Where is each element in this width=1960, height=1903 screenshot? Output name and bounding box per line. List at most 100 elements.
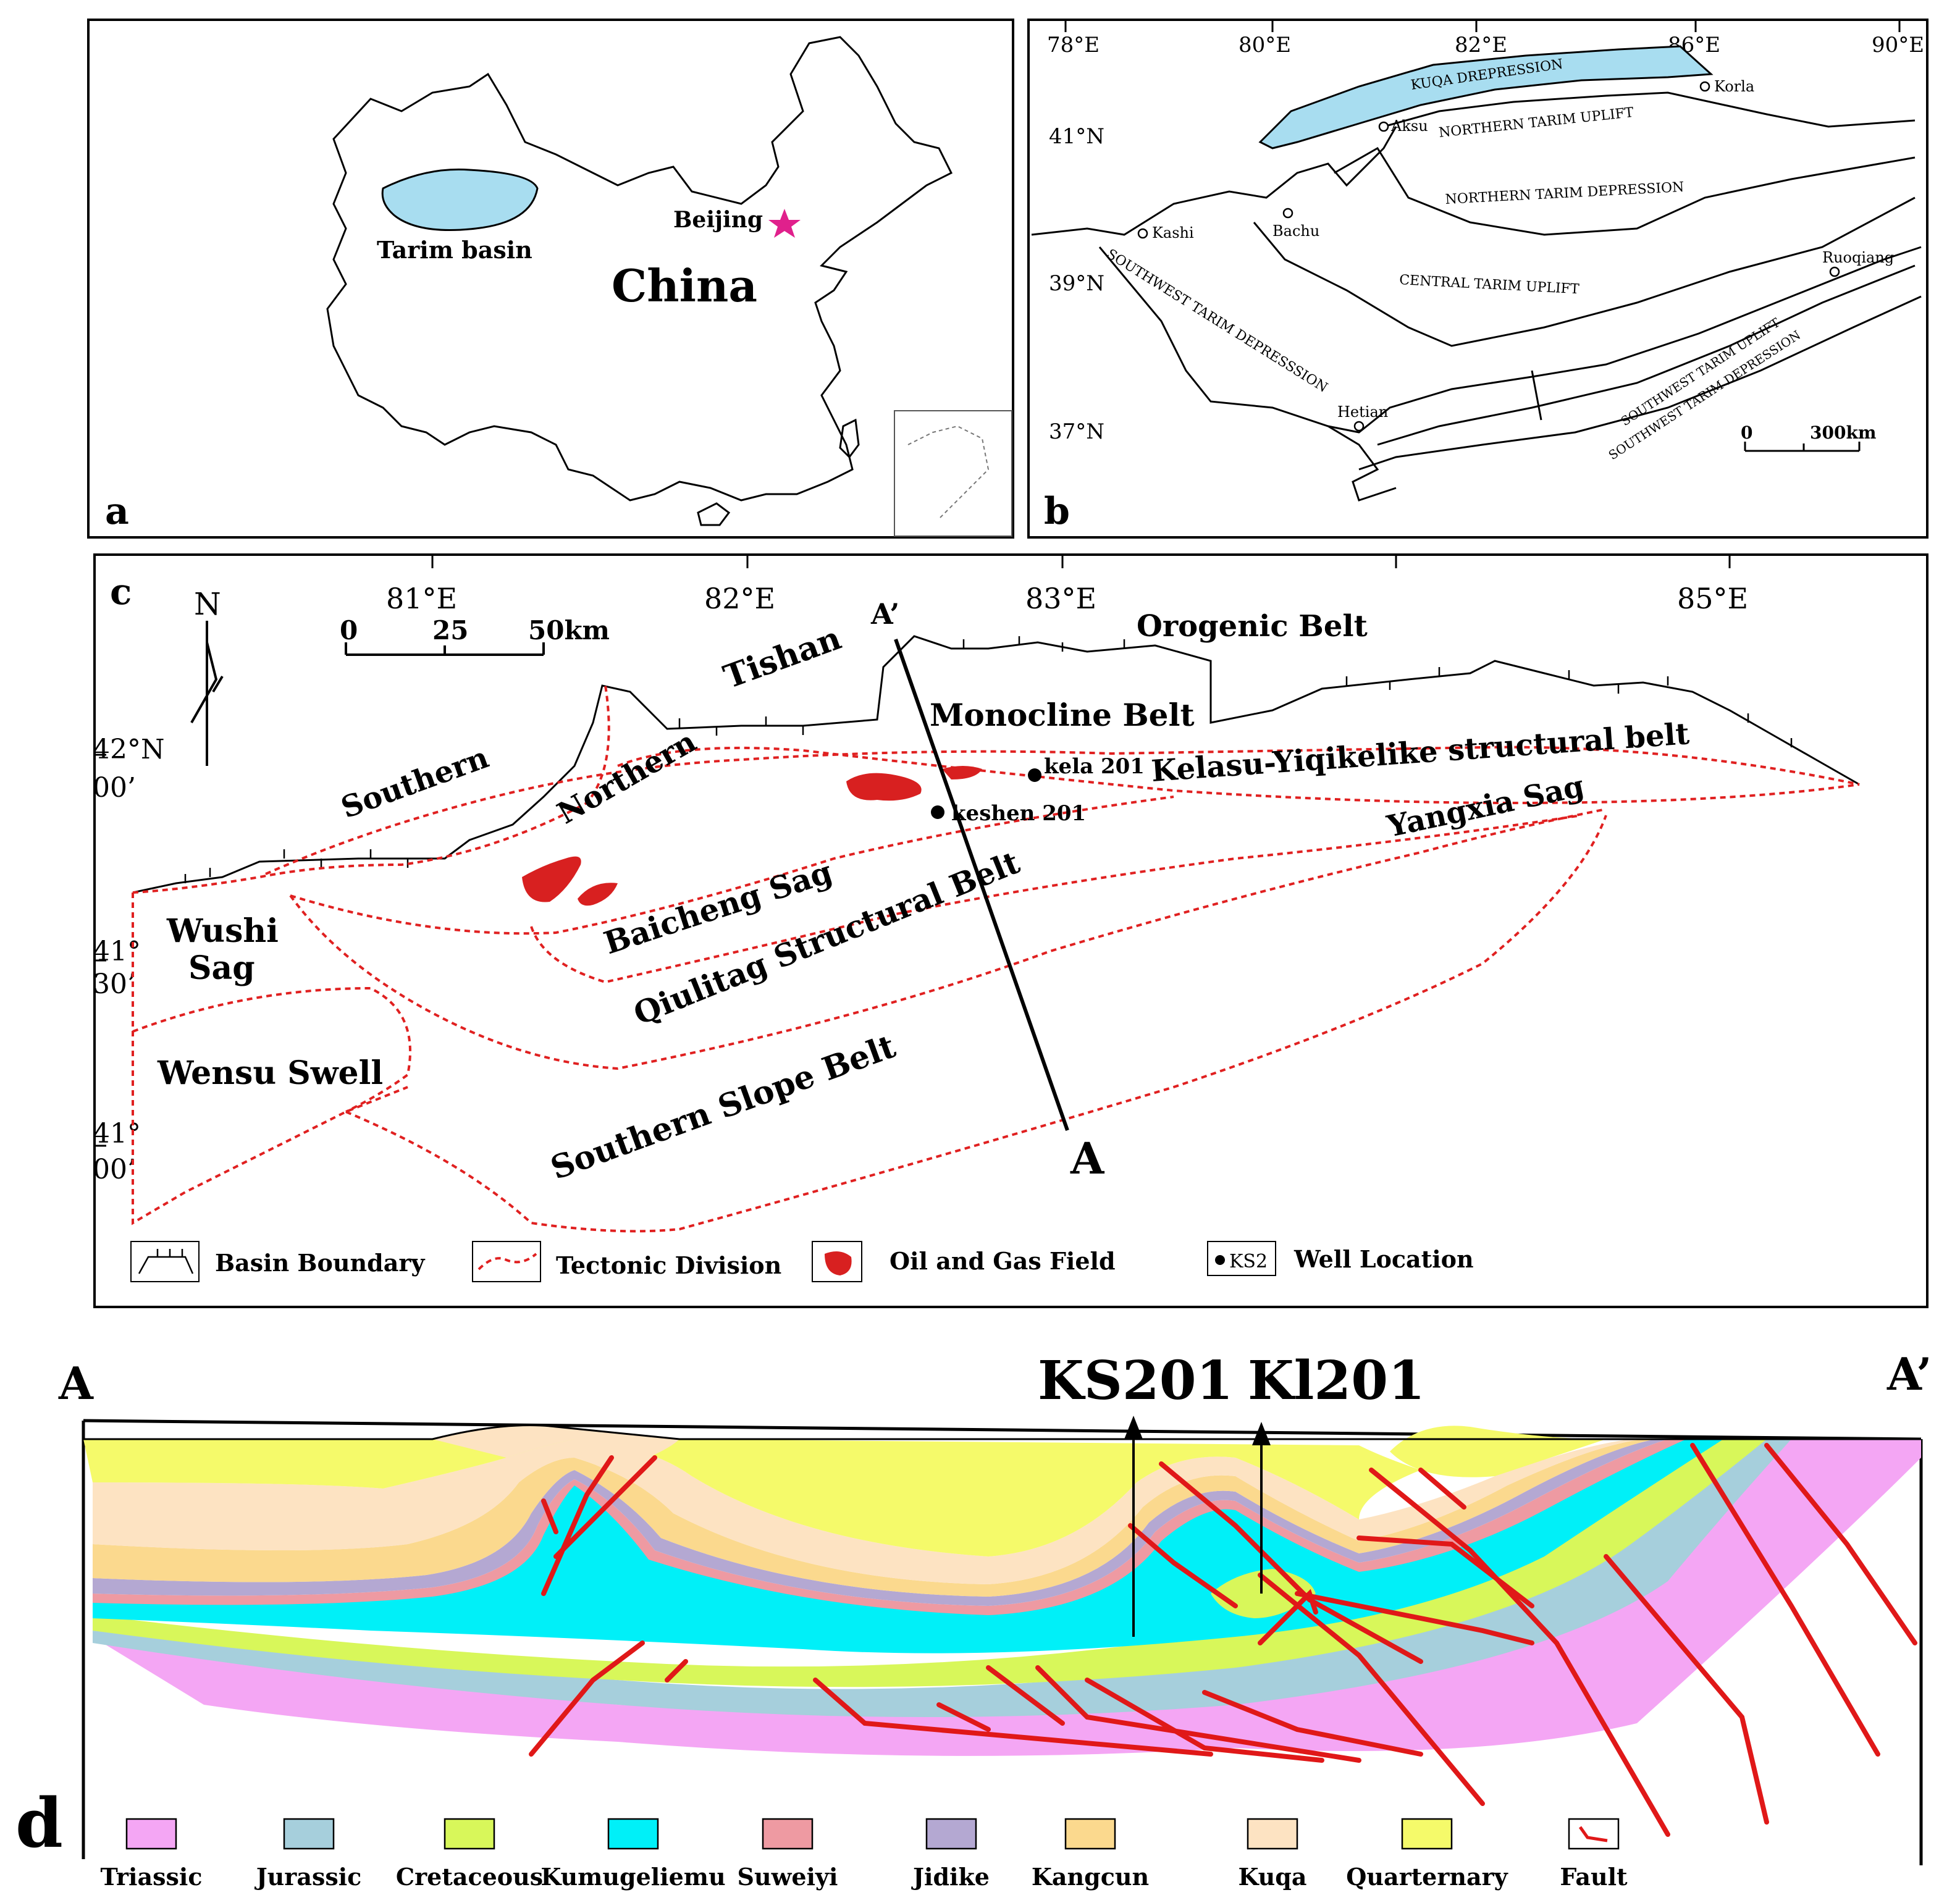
ks201-arrow-head <box>1124 1416 1143 1439</box>
legend-swatch-suweiyi <box>762 1818 814 1850</box>
legend-well-label: Well Location <box>1293 1245 1474 1273</box>
surface-line <box>83 1424 1921 1440</box>
korla-label: Korla <box>1714 78 1754 95</box>
lon-label-80e: 80°E <box>1239 33 1291 57</box>
kuqa-depression-shape <box>1258 45 1714 149</box>
fault-22 <box>1764 1443 1917 1645</box>
tectonic-division-6 <box>530 814 1582 984</box>
wensu-swell-label: Wensu Swell <box>157 1054 383 1092</box>
section-end-a: A <box>1070 1133 1105 1184</box>
panel-c-frame <box>93 553 1928 1308</box>
layer-triassic <box>93 1439 1921 1756</box>
panel-b-tarim-map: 78°E 80°E 82°E 86°E 90°E 41°N 39°N 37°N … <box>1027 19 1928 539</box>
legend-label-cretaceous: Cretaceous <box>396 1863 543 1891</box>
fault-21 <box>1690 1443 1880 1757</box>
bachu-marker <box>1282 208 1293 219</box>
tectonic-division-2 <box>132 685 610 894</box>
fault-8 <box>986 1665 1065 1726</box>
scale-bar-b <box>1744 442 1861 452</box>
tectonic-division-4 <box>617 746 1860 805</box>
layer-jidike <box>93 1439 1668 1606</box>
fault-10 <box>1085 1678 1324 1763</box>
legend-swatch-kuqa <box>1247 1818 1298 1850</box>
panel-c-letter: c <box>110 571 132 613</box>
beijing-label: Beijing <box>673 207 763 233</box>
fault-12 <box>1159 1461 1423 1664</box>
beijing-star-icon <box>768 209 801 238</box>
fault-20 <box>1604 1554 1769 1825</box>
fault-5 <box>665 1659 688 1682</box>
lon-label-78e: 78°E <box>1047 33 1100 57</box>
legend-well-symbol: KS2 <box>1229 1251 1268 1272</box>
fault-11 <box>1128 1523 1238 1608</box>
lon-ticks-c <box>431 556 1731 568</box>
kashi-marker <box>1137 228 1148 239</box>
panel-a-frame <box>87 19 1014 539</box>
lat-c-42-min: 00’ <box>93 772 136 804</box>
fault-4 <box>529 1640 645 1757</box>
layer-cretaceous <box>93 1439 1767 1687</box>
panel-d-letter: d <box>15 1783 63 1863</box>
fault-19 <box>1418 1468 1466 1510</box>
legend-label-kumugeliemu: Kumugeliemu <box>540 1863 725 1891</box>
legend-swatch-fault <box>1568 1818 1620 1850</box>
tectonic-division-8 <box>132 986 411 1113</box>
bachu-label: Bachu <box>1272 222 1319 240</box>
lon-tick-marks <box>1064 21 1901 32</box>
well-ks201-label: KS201 <box>1038 1350 1233 1412</box>
legend-label-quarternary: Quarternary <box>1346 1863 1508 1891</box>
layer-kuqa <box>93 1439 1643 1584</box>
legend-swatch-kangcun <box>1064 1818 1116 1850</box>
panel-c-structure-map: c 81°E 82°E 83°E 85°E 42°N 00’ 41° 30’ 4… <box>93 553 1928 1308</box>
hetian-marker <box>1353 421 1365 432</box>
china-label: China <box>612 259 757 312</box>
scale-c-mid: 25 <box>432 615 468 645</box>
scale-b-label: 300km <box>1810 422 1876 443</box>
ruoqiang-label: Ruoqiang <box>1822 249 1894 266</box>
well-arrows <box>1124 1416 1271 1637</box>
legend-field-label: Oil and Gas Field <box>890 1247 1116 1275</box>
lon-c-85e: 85°E <box>1677 582 1748 615</box>
legend-label-suweiyi: Suweiyi <box>738 1863 838 1891</box>
kashi-label: Kashi <box>1152 224 1194 242</box>
place-markers <box>1137 81 1840 432</box>
legend-well-dot <box>1215 1255 1225 1265</box>
lat-label-41n: 41°N <box>1049 124 1104 149</box>
fault-lines <box>529 1443 1917 1837</box>
oil-gas-field-3 <box>522 856 581 902</box>
kl201-arrow-head <box>1252 1422 1271 1445</box>
legend-swatch-cretaceous <box>444 1818 495 1850</box>
legend-swatch-jidike <box>925 1818 977 1850</box>
section-top-line <box>83 1419 1922 1441</box>
fault-15 <box>1258 1573 1485 1806</box>
panel-b-letter: b <box>1044 490 1070 533</box>
northern-tarim-uplift-outline <box>1383 91 1916 128</box>
panel-a-china-map: Tarim basin Beijing China a <box>87 19 1014 539</box>
legend-tectonic-symbol <box>477 1253 537 1271</box>
korla-marker <box>1699 81 1710 92</box>
inset-coastline <box>907 425 990 519</box>
keshen-201-label: keshen 201 <box>951 801 1086 826</box>
lat-c-41-min: 00’ <box>93 1154 136 1185</box>
hetian-outline <box>1327 425 1397 502</box>
aksu-marker <box>1378 121 1389 132</box>
layer-quarternary <box>83 1425 1421 1556</box>
lat-c-4130-min: 30’ <box>93 968 136 1000</box>
layer-kuqa-upper <box>432 1425 679 1470</box>
scale-b-zero: 0 <box>1741 422 1752 443</box>
scale-c-zero: 0 <box>340 615 358 645</box>
tarim-basin-shape <box>381 168 539 231</box>
legend-label-kangcun: Kangcun <box>1032 1863 1149 1891</box>
fault-7 <box>936 1702 991 1732</box>
legend-tectonic-label: Tectonic Division <box>556 1251 781 1279</box>
taiwan-island <box>839 418 860 459</box>
ruoqiang-marker <box>1829 266 1840 277</box>
keshen-201-marker <box>931 805 944 819</box>
scale-c-end: 50km <box>528 615 610 645</box>
lon-c-82e: 82°E <box>704 582 775 615</box>
wushi-label-2: Sag <box>188 949 255 987</box>
oil-gas-field-1 <box>846 773 922 801</box>
fault-18 <box>1369 1468 1670 1837</box>
fault-13 <box>1202 1690 1423 1757</box>
